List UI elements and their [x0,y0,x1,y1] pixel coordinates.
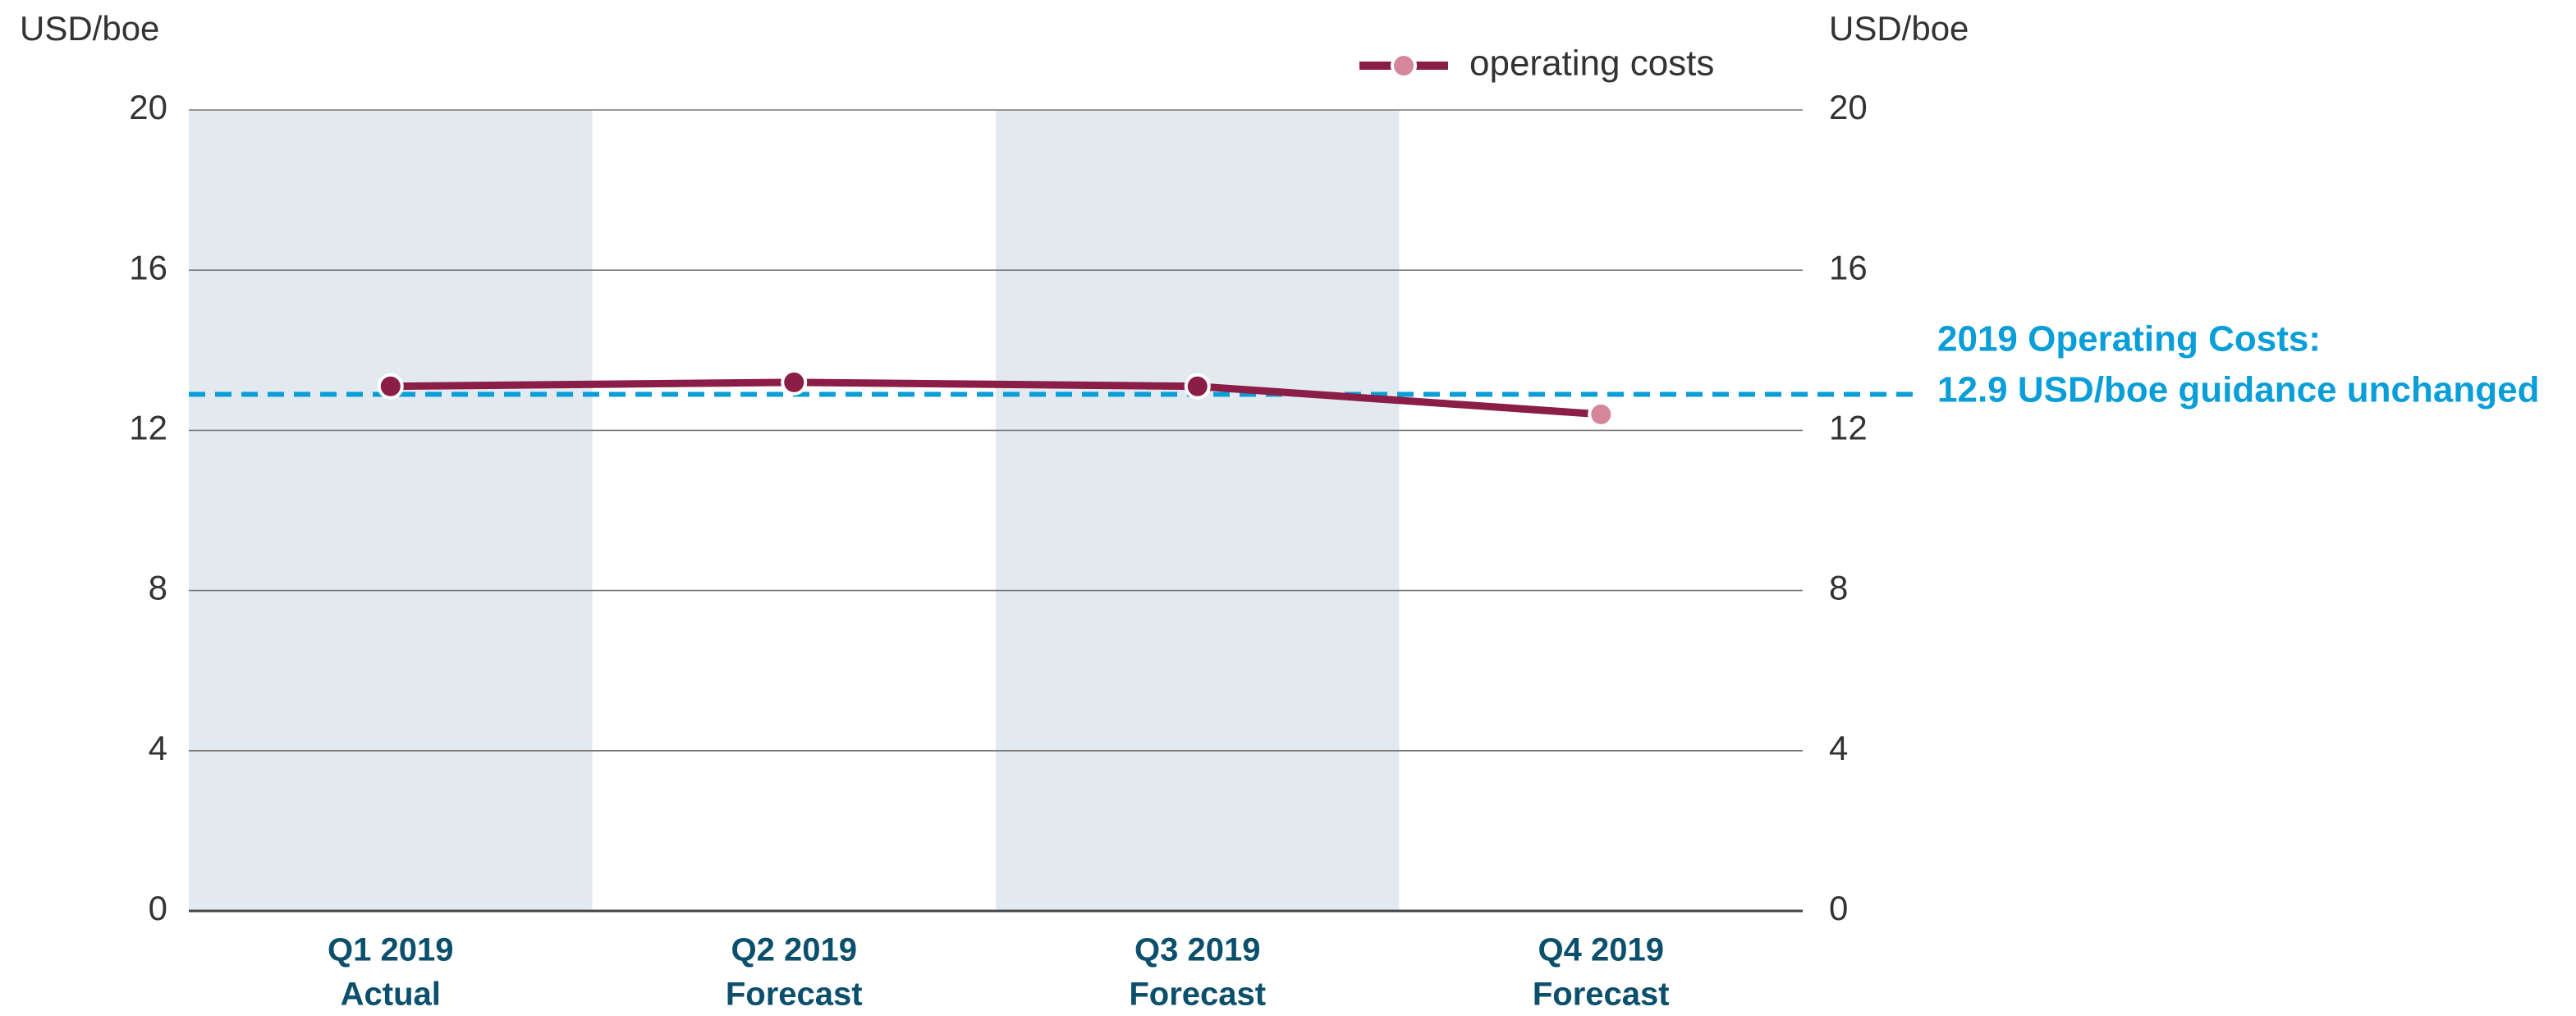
marker [1588,400,1615,428]
annotation: 2019 Operating Costs: [1937,319,2321,359]
y-tick-label: 0 [149,889,167,927]
x-tick-label: Q1 2019 [328,932,453,968]
annotation: 12.9 USD/boe guidance unchanged [1937,370,2539,410]
y-tick-label: 12 [129,408,167,446]
y-tick-label: 4 [149,729,167,767]
y2-axis-label: USD/boe [1829,9,1969,48]
x-tick-label: Q4 2019 [1538,932,1664,968]
y-tick-label: 20 [129,88,167,126]
marker [781,368,808,396]
legend-marker [1391,53,1417,79]
legend-label: operating costs [1469,43,1714,84]
line [390,378,1602,419]
y2-tick-label: 16 [1829,248,1868,286]
marker [377,373,404,400]
x-tick-label: Actual [341,977,441,1013]
y-axis-label: USD/boe [20,9,159,48]
band [996,110,1400,911]
x-tick-label: Q3 2019 [1134,932,1260,968]
x-tick-label: Forecast [1129,977,1266,1013]
x-tick-label: Q2 2019 [731,932,857,968]
y2-tick-label: 0 [1829,889,1848,927]
y2-tick-label: 20 [1829,88,1868,126]
y2-tick-label: 4 [1829,729,1848,767]
y2-tick-label: 8 [1829,569,1848,607]
x-tick-label: Forecast [726,977,863,1013]
y2-tick-label: 12 [1829,408,1868,446]
y-tick-label: 16 [129,248,167,286]
y-tick-label: 8 [149,569,167,607]
band [189,110,593,911]
marker [1184,373,1211,400]
x-tick-label: Forecast [1533,977,1670,1013]
